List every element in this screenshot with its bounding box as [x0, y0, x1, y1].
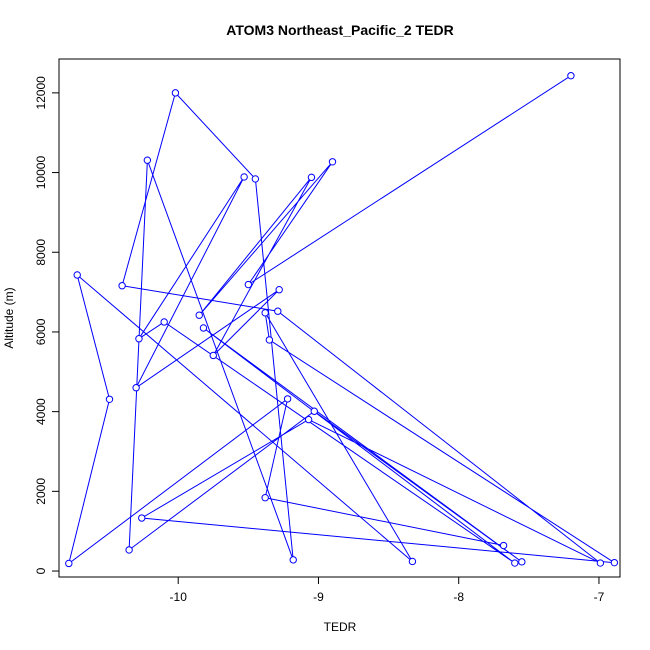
data-point [143, 156, 152, 164]
series-line [67, 75, 615, 565]
data-point [125, 546, 133, 554]
data-point [610, 558, 619, 567]
data-point [304, 415, 313, 424]
y-tick-label: 2000 [34, 478, 48, 505]
data-point [265, 336, 274, 344]
data-point [135, 335, 143, 343]
y-tick-label: 10000 [34, 156, 48, 190]
data-point [567, 72, 575, 80]
data-point [199, 324, 208, 332]
data-series [65, 72, 619, 568]
data-point [518, 558, 526, 566]
y-tick-label: 6000 [34, 318, 48, 345]
data-point [118, 282, 126, 290]
data-point [289, 556, 297, 564]
data-point [511, 559, 519, 567]
x-tick-label: -9 [313, 590, 324, 604]
x-tick-label: -8 [453, 590, 464, 604]
y-tick-label: 4000 [34, 398, 48, 425]
chart-title: ATOM3 Northeast_Pacific_2 TEDR [226, 22, 453, 38]
x-tick-label: -10 [170, 590, 188, 604]
data-point [251, 175, 260, 183]
data-point [171, 89, 180, 97]
data-point [499, 541, 508, 550]
y-axis: 0 2000 4000 6000 8000 10000 12000 [34, 76, 60, 574]
data-point [261, 309, 269, 317]
y-tick-label: 0 [34, 567, 48, 574]
x-tick-label: -7 [594, 590, 605, 604]
data-point [310, 407, 318, 415]
data-point [244, 280, 253, 289]
data-point [132, 384, 140, 392]
data-point [275, 286, 283, 294]
data-point [596, 559, 605, 567]
data-point [408, 557, 417, 566]
data-point [328, 158, 337, 166]
data-point [195, 311, 203, 319]
data-point [240, 173, 248, 181]
x-axis: -10 -9 -8 -7 [170, 576, 605, 604]
data-point [209, 351, 217, 360]
data-point [138, 514, 146, 522]
y-axis-label: Altitude (m) [2, 287, 16, 348]
data-point [274, 307, 282, 315]
data-point [261, 494, 269, 502]
data-point [283, 395, 292, 403]
data-point [105, 395, 114, 403]
y-tick-label: 12000 [34, 76, 48, 110]
y-tick-label: 8000 [34, 239, 48, 266]
data-point [307, 173, 316, 182]
data-point [160, 318, 168, 326]
x-axis-label: TEDR [324, 620, 357, 634]
data-point [73, 271, 81, 279]
data-point [65, 559, 73, 568]
